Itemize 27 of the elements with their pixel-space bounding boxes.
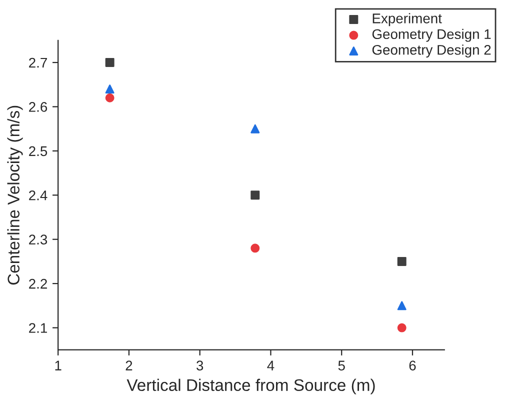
y-axis-title: Centerline Velocity (m/s) <box>7 106 23 285</box>
point <box>105 58 114 68</box>
point <box>397 256 406 266</box>
point <box>397 323 406 332</box>
y-tick-label: 2.7 <box>29 58 47 68</box>
y-tick-label: 2.6 <box>29 102 48 112</box>
x-tick-label: 4 <box>267 360 274 370</box>
y-tick-label: 2.3 <box>29 234 48 245</box>
x-axis-title: Vertical Distance from Source (m) <box>126 378 375 394</box>
legend-label: Geometry Design 1 <box>372 28 491 42</box>
legend-label: Experiment <box>372 13 442 26</box>
x-tick-label: 6 <box>409 360 416 370</box>
x-tick-label: 3 <box>196 360 204 370</box>
y-tick-label: 2.5 <box>29 146 48 156</box>
x-tick-label: 1 <box>55 360 62 370</box>
x-tick-label: 2 <box>126 360 132 370</box>
point <box>250 190 260 200</box>
point <box>105 84 114 94</box>
y-tick-label: 2.2 <box>29 278 47 289</box>
legend-label: Geometry Design 2 <box>372 44 491 58</box>
point <box>250 244 260 253</box>
y-tick-label: 2.4 <box>29 190 48 200</box>
y-tick-label: 2.1 <box>29 323 47 333</box>
point <box>105 93 114 102</box>
x-tick-label: 5 <box>338 360 345 370</box>
point <box>397 301 406 310</box>
point <box>250 124 260 134</box>
